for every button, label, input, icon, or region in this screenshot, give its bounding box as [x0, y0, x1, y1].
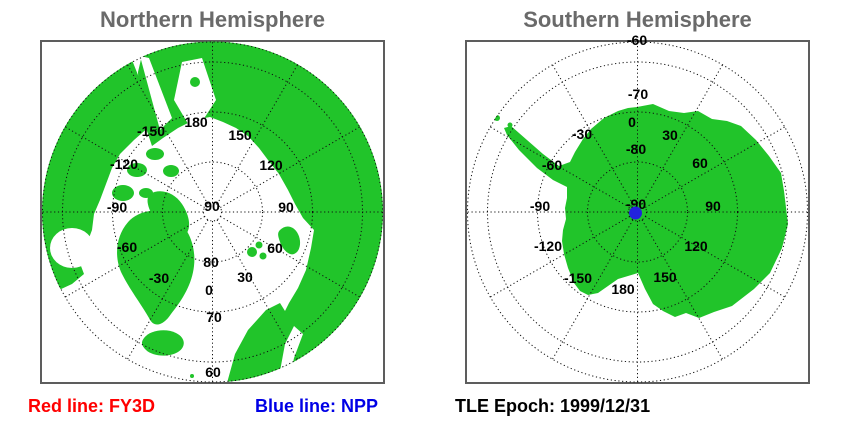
grid-label-60: 60: [267, 240, 283, 256]
severnaya-zemlya-island: [243, 124, 249, 130]
grid-label--30: -30: [572, 126, 592, 142]
novaya-zemlya-island: [278, 226, 301, 255]
grid-label--80: -80: [626, 141, 646, 157]
south-graticule: [467, 41, 808, 383]
grid-label-90: 90: [705, 198, 721, 214]
grid-label-120: 120: [684, 238, 708, 254]
svalbard-island: [247, 247, 257, 257]
grid-label--60: -60: [542, 157, 562, 173]
legend-red-line: Red line: FY3D: [28, 396, 156, 416]
wrangel-island: [190, 77, 200, 87]
severnaya-zemlya-island: [234, 116, 242, 124]
legend-blue-line: Blue line: NPP: [255, 396, 379, 416]
grid-label-0: 0: [628, 114, 636, 130]
north-landmasses: [42, 41, 383, 383]
grid-label--60: -60: [117, 239, 137, 255]
grid-label-60: 60: [205, 364, 221, 380]
south-hemisphere-map: -60 -70 0 30 -30 -80 60 -60 -90 -90 90 -120 120 -150 1…: [465, 32, 810, 384]
south-america-tip-island: [507, 122, 513, 128]
grid-label-150: 150: [228, 127, 252, 143]
grid-label-30: 30: [237, 269, 253, 285]
faroe-island: [190, 374, 194, 378]
south-grid-labels: -60 -70 0 30 -30 -80 60 -60 -90 -90 90 -120 120 -150 1…: [530, 32, 721, 297]
grid-label-120: 120: [259, 157, 283, 173]
greenland-landmass: [117, 210, 195, 325]
grid-label-180: 180: [184, 114, 208, 130]
arctic-bay-sea: [174, 58, 216, 134]
grid-label-180: 180: [611, 281, 635, 297]
grid-label-30: 30: [662, 127, 678, 143]
grid-label--90: -90: [107, 199, 127, 215]
canadian-arctic-island: [146, 148, 164, 160]
hudson-bay-sea: [50, 228, 94, 268]
south-landmasses: [494, 104, 788, 318]
grid-label-150: 150: [653, 269, 677, 285]
north-map-plot: 180 -150 150 -120 120 -90 90 90 -60 60 80 -30 30 0 70 6…: [42, 41, 383, 383]
bering-strait-sea: [140, 56, 172, 130]
grid-label--70: -70: [628, 86, 648, 102]
grid-label-90: 90: [204, 198, 220, 214]
grid-label--150: -150: [137, 123, 165, 139]
baffin-island-landmass: [147, 191, 190, 239]
legend-tle-epoch: TLE Epoch: 1999/12/31: [455, 396, 651, 416]
south-map-title: Southern Hemisphere: [523, 7, 752, 32]
canadian-arctic-island: [163, 165, 179, 177]
grid-label--60: -60: [627, 32, 647, 48]
north-grid-labels: 180 -150 150 -120 120 -90 90 90 -60 60 80 -30 30 0 70 6…: [107, 114, 294, 380]
grid-label-70: 70: [206, 309, 222, 325]
grid-label-80: 80: [203, 254, 219, 270]
north-hemisphere-map: 180 -150 150 -120 120 -90 90 90 -60 60 80 -30 30 0 70 6…: [40, 40, 385, 384]
eurasia-landmass: [138, 41, 383, 383]
canadian-arctic-island: [112, 185, 134, 201]
canadian-arctic-island: [139, 188, 153, 198]
grid-label--90: -90: [530, 198, 550, 214]
grid-label--90: -90: [626, 196, 646, 212]
north-graticule: [42, 41, 383, 383]
iceland-landmass: [141, 330, 184, 356]
north-map-title: Northern Hemisphere: [100, 7, 325, 32]
grid-label-60: 60: [692, 155, 708, 171]
npp-satellite-marker: [629, 206, 642, 220]
grid-label--120: -120: [534, 238, 562, 254]
franz-josef-island: [255, 241, 263, 249]
grid-label--150: -150: [564, 270, 592, 286]
grid-label--120: -120: [110, 156, 138, 172]
antarctica-landmass: [504, 104, 788, 318]
south-map-plot: -60 -70 0 30 -30 -80 60 -60 -90 -90 90 -120 120 -150 1…: [467, 32, 808, 383]
grid-label-0: 0: [205, 282, 213, 298]
canadian-arctic-island: [127, 163, 147, 177]
franz-josef-island: [259, 252, 267, 260]
grid-label-90: 90: [278, 199, 294, 215]
grid-label--30: -30: [149, 270, 169, 286]
